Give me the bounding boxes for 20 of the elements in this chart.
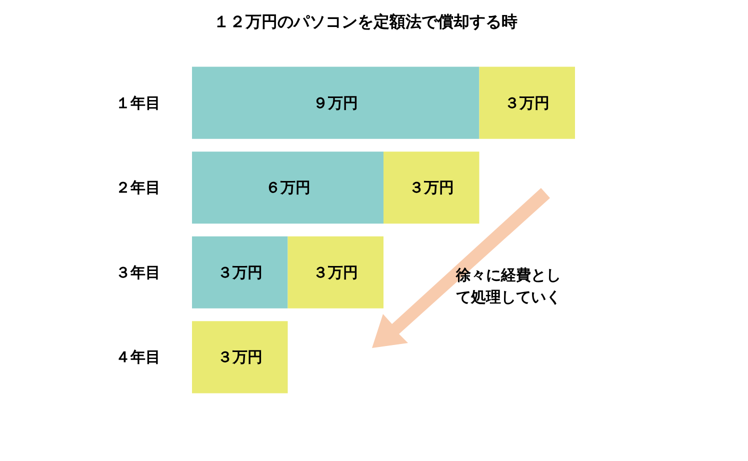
bar	[192, 66, 480, 139]
data-label: ３万円	[217, 263, 262, 282]
y-tick-label: １年目	[116, 94, 160, 112]
y-tick-label: ３年目	[116, 263, 160, 282]
y-tick-label: ４年目	[116, 348, 160, 366]
chart-title: １２万円のパソコンを定額法で償却する時	[214, 12, 518, 31]
data-label: ６万円	[265, 178, 310, 197]
bar	[192, 152, 384, 224]
bar	[192, 236, 288, 308]
bar	[192, 321, 288, 394]
bar	[288, 236, 384, 308]
data-label: ３万円	[504, 94, 550, 112]
data-label: ９万円	[313, 94, 358, 112]
data-label: ３万円	[408, 178, 454, 197]
bar	[479, 66, 575, 139]
annotation: 徐々に経費として処理していく	[456, 265, 562, 308]
data-label: ３万円	[217, 348, 262, 366]
bar	[384, 152, 480, 224]
data-label: ３万円	[313, 263, 358, 282]
y-tick-label: ２年目	[116, 178, 160, 197]
